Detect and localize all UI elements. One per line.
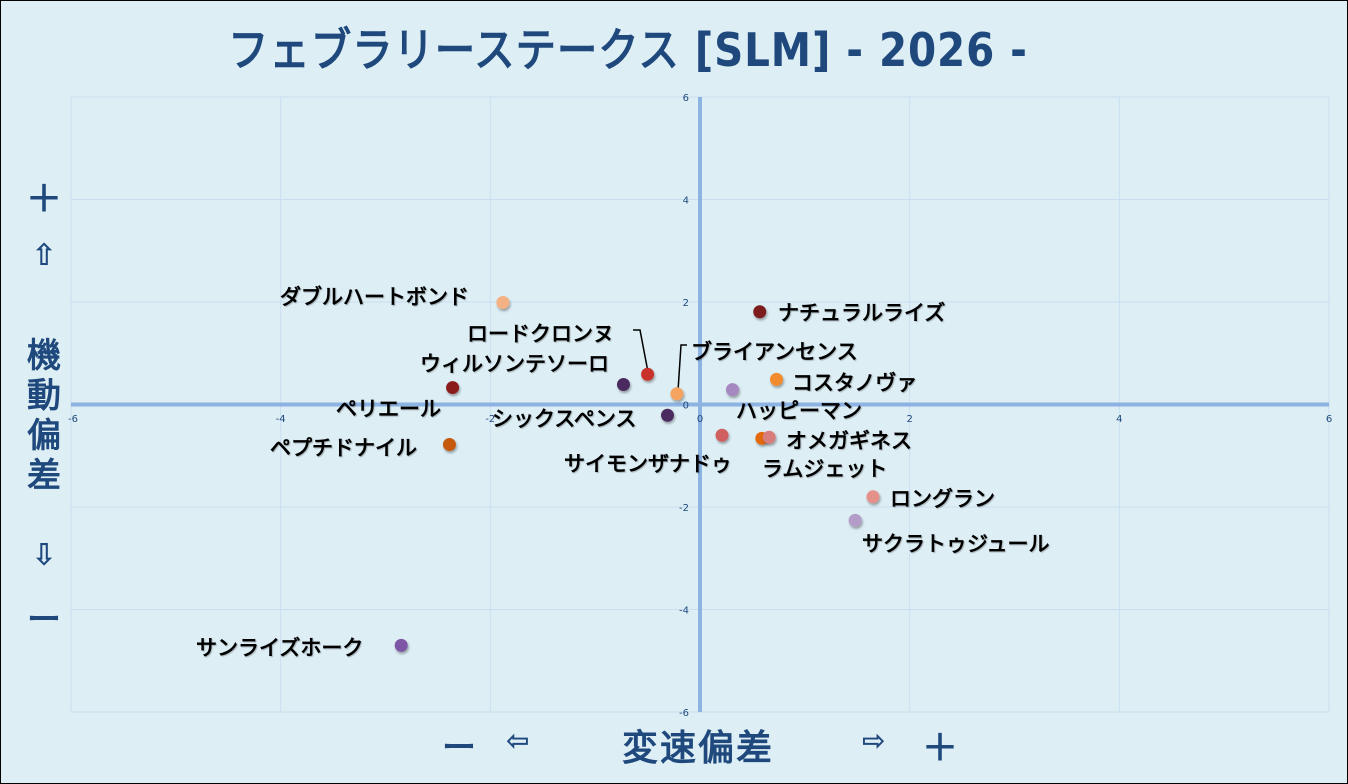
data-point: [661, 408, 675, 422]
data-point: [770, 372, 784, 386]
x-tick-label: 2: [906, 414, 912, 425]
y-axis-label-char-4: 差: [27, 456, 61, 496]
x-tick-label: -6: [68, 414, 78, 425]
y-axis-label-char-3: 偏: [27, 416, 61, 456]
data-point: [866, 490, 880, 504]
data-point: [670, 387, 684, 401]
data-point: [394, 638, 408, 652]
data-point: [753, 305, 767, 319]
point-label: サクラトゥジュール: [862, 532, 1050, 556]
x-tick-label: -4: [276, 414, 286, 425]
point-label: ダブルハートボンド: [280, 285, 469, 309]
x-minus-sign: ー: [442, 728, 476, 768]
x-plus-sign: ＋: [922, 728, 959, 769]
x-tick-label: 0: [697, 414, 703, 425]
point-label: シックスペンス: [492, 407, 637, 431]
chart-title: フェブラリーステークス [SLM] - 2026 -: [228, 23, 1028, 77]
x-tick-label: 4: [1116, 414, 1122, 425]
point-label: ロングラン: [890, 487, 995, 511]
point-label: ロードクロンヌ: [467, 322, 614, 346]
y-tick-label: 4: [683, 196, 689, 207]
data-point: [496, 296, 510, 310]
x-axis-label: 変速偏差: [622, 728, 775, 769]
point-label: ブライアンセンス: [691, 340, 858, 364]
point-label: ナチュラルライズ: [778, 301, 946, 325]
up-arrow-icon: ⇧: [31, 238, 57, 273]
leader-line-lordcronne: [633, 329, 649, 373]
data-point: [641, 367, 655, 381]
data-point: [762, 430, 776, 444]
point-label: ペプチドナイル: [270, 436, 417, 460]
data-point: [715, 428, 729, 442]
axes: [71, 97, 1329, 712]
y-tick-label: 0: [683, 401, 689, 412]
leader-lines: [633, 329, 687, 392]
data-point: [725, 383, 739, 397]
left-arrow-icon: ⇦: [506, 724, 530, 757]
y-tick-label: -4: [679, 606, 689, 617]
x-tick-label: -2: [485, 414, 495, 425]
right-arrow-icon: ⇨: [862, 724, 886, 757]
y-minus-sign: ー: [27, 600, 61, 640]
leader-line-briansense: [677, 344, 687, 392]
data-point: [442, 437, 456, 451]
y-tick-label: 6: [683, 93, 689, 104]
data-point: [848, 513, 862, 527]
y-tick-label: -2: [679, 503, 689, 514]
y-axis-label-char-2: 動: [27, 376, 61, 416]
y-plus-sign: ＋: [25, 179, 62, 220]
point-label: オメガギネス: [786, 429, 912, 453]
point-label: ハッピーマン: [736, 399, 862, 423]
data-point: [446, 381, 460, 395]
x-tick-label: 6: [1326, 414, 1332, 425]
point-label: サンライズホーク: [196, 636, 364, 660]
data-points: [394, 296, 880, 652]
point-label: ラムジェット: [762, 457, 888, 481]
point-label: コスタノヴァ: [792, 371, 918, 395]
point-label: ペリエール: [336, 397, 441, 421]
y-axis-label-char-1: 機: [27, 336, 61, 376]
point-label: サイモンザナドゥ: [564, 452, 732, 476]
y-tick-label: -6: [679, 708, 689, 719]
down-arrow-icon: ⇩: [31, 538, 57, 573]
point-label: ウィルソンテソーロ: [420, 352, 609, 376]
data-point: [616, 378, 630, 392]
y-tick-label: 2: [683, 298, 689, 309]
tick-labels: -6 -4 -2 0 2 4 6 -6 -4 -2 0 2 4 6: [68, 93, 1332, 719]
